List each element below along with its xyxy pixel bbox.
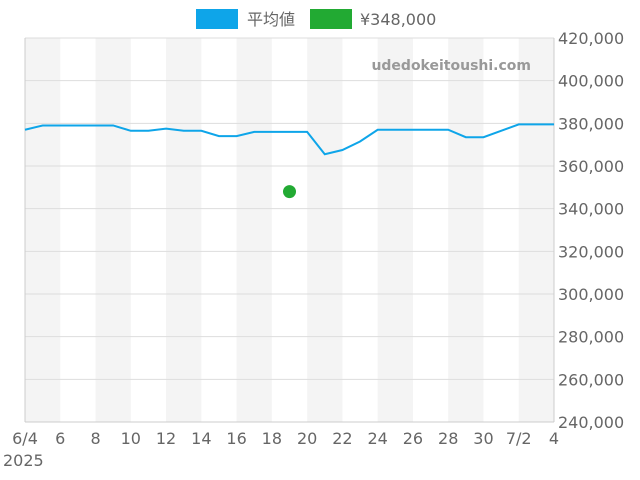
band-stripe: [236, 38, 272, 422]
y-tick-label: 400,000: [558, 72, 624, 91]
y-tick-label: 320,000: [558, 242, 624, 261]
legend-label-price: ¥348,000: [360, 10, 436, 29]
x-tick-label: 26: [403, 429, 423, 448]
x-tick-label: 8: [90, 429, 100, 448]
x-tick-label: 4: [549, 429, 559, 448]
y-tick-label: 420,000: [558, 29, 624, 48]
x-tick-label: 6/4: [12, 429, 38, 448]
y-tick-label: 280,000: [558, 328, 624, 347]
band-stripe: [307, 38, 343, 422]
x-tick-label: 28: [438, 429, 458, 448]
y-tick-label: 260,000: [558, 370, 624, 389]
x-tick-label: 22: [332, 429, 352, 448]
legend-swatch-average: [196, 9, 238, 29]
y-tick-label: 340,000: [558, 200, 624, 219]
price-point: [283, 185, 296, 199]
y-tick-label: 300,000: [558, 285, 624, 304]
x-tick-label: 12: [156, 429, 176, 448]
x-tick-label: 14: [191, 429, 211, 448]
x-tick-label: 20: [297, 429, 317, 448]
band-stripe: [377, 38, 413, 422]
legend-swatch-price: [310, 9, 352, 29]
y-tick-label: 240,000: [558, 413, 624, 432]
band-stripe: [95, 38, 131, 422]
x-tick-label: 30: [473, 429, 493, 448]
band-stripe: [25, 38, 61, 422]
watermark: udedokeitoushi.com: [371, 58, 531, 74]
x-tick-label: 10: [121, 429, 141, 448]
y-tick-label: 380,000: [558, 114, 624, 133]
x-tick-label: 18: [262, 429, 282, 448]
x-tick-label: 16: [226, 429, 246, 448]
band-stripe: [448, 38, 484, 422]
x-tick-label: 7/2: [506, 429, 532, 448]
band-stripe: [518, 38, 554, 422]
band-stripe: [166, 38, 202, 422]
y-tick-label: 360,000: [558, 157, 624, 176]
legend-label-average: 平均値: [247, 10, 295, 29]
x-tick-label: 24: [367, 429, 387, 448]
x-tick-label: 6: [55, 429, 65, 448]
x-year-label: 2025: [3, 451, 44, 470]
